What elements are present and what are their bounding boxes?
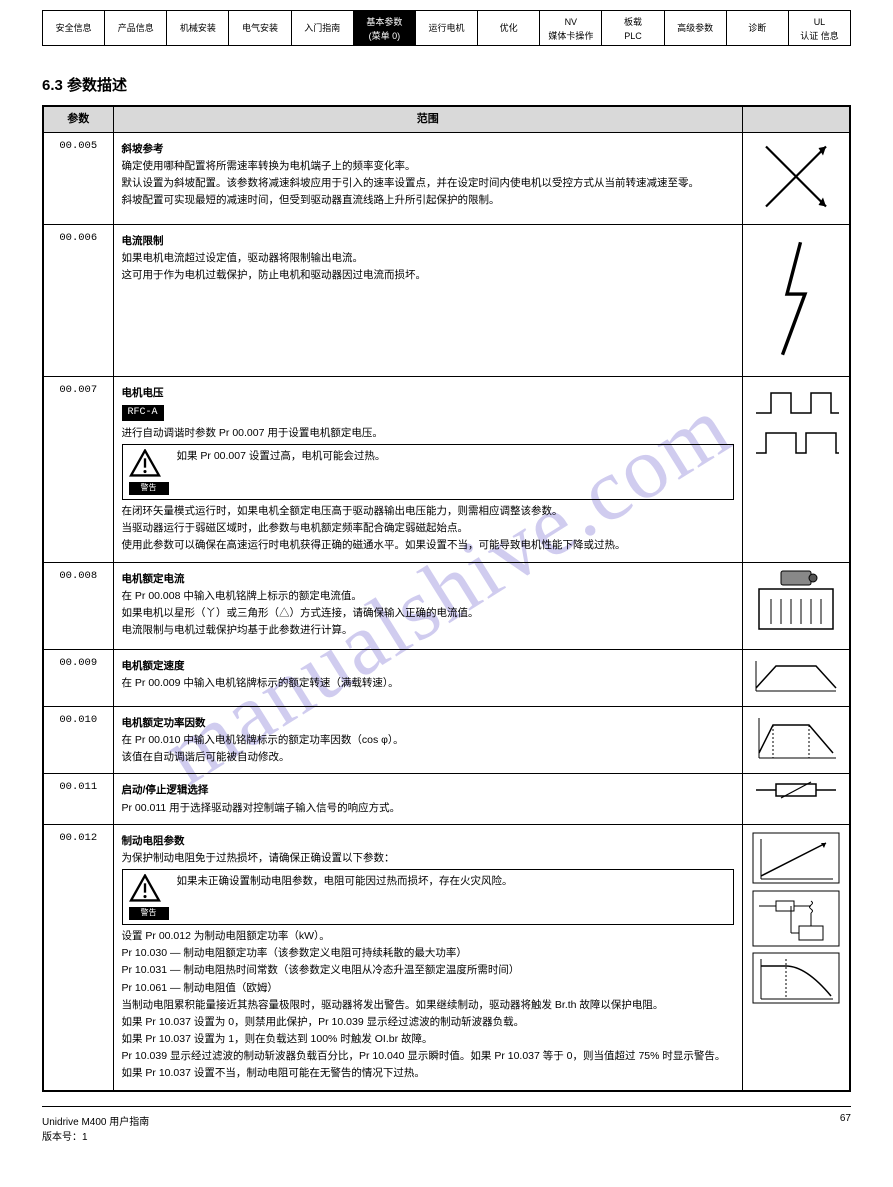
paragraph: 进行自动调谐时参数 Pr 00.007 用于设置电机额定电压。 — [122, 426, 735, 440]
paragraph: 确定使用哪种配置将所需速率转换为电机端子上的频率变化率。 — [122, 159, 735, 173]
param-code: 00.005 — [43, 132, 113, 224]
paragraph: 使用此参数可以确保在高速运行时电机获得正确的磁通水平。如果设置不当，可能导致电机… — [122, 538, 735, 552]
paragraph: 电机电压 — [122, 386, 735, 400]
paragraph: 当驱动器运行于弱磁区域时，此参数与电机额定频率配合确定弱磁起始点。 — [122, 521, 735, 535]
tab-item[interactable]: 诊断 — [727, 11, 789, 45]
table-row: 00.008电机额定电流在 Pr 00.008 中输入电机铭牌上标示的额定电流值… — [43, 562, 850, 649]
table-row: 00.011 启动/停止逻辑选择 Pr 00.011 用于选择驱动器对控制端子输入信… — [43, 774, 850, 824]
paragraph: 斜坡配置可实现最短的减速时间，但受到驱动器直流线路上升所引起保护的限制。 — [122, 193, 735, 207]
param-description: 电机额定速度在 Pr 00.009 中输入电机铭牌标示的额定转速（满载转速）。 — [113, 649, 743, 706]
param-description: 电流限制如果电机电流超过设定值，驱动器将限制输出电流。这可用于作为电机过载保护，… — [113, 225, 743, 377]
param-description: 斜坡参考确定使用哪种配置将所需速率转换为电机端子上的频率变化率。默认设置为斜坡配… — [113, 132, 743, 224]
table-row: 00.012 制动电阻参数为保护制动电阻免于过热损坏，请确保正确设置以下参数： 警告… — [43, 824, 850, 1090]
resistor-icon — [743, 774, 851, 824]
table-row: 00.006电流限制如果电机电流超过设定值，驱动器将限制输出电流。这可用于作为电… — [43, 225, 850, 377]
cross-arrows-icon — [743, 132, 851, 224]
paragraph: 该值在自动调谐后可能被自动修改。 — [122, 750, 735, 764]
paragraph: Pr 00.011 用于选择驱动器对控制端子输入信号的响应方式。 — [122, 801, 735, 815]
tab-item[interactable]: 电气安装 — [229, 11, 291, 45]
paragraph: 如果 Pr 10.037 设置为 1，则在负载达到 100% 时触发 OI.br… — [122, 1032, 735, 1046]
tab-item[interactable]: 机械安装 — [167, 11, 229, 45]
paragraph: 在闭环矢量模式运行时，如果电机全额定电压高于驱动器输出电压能力，则需相应调整该参… — [122, 504, 735, 518]
param-code: 00.007 — [43, 377, 113, 562]
header-icon — [743, 106, 851, 132]
page-container: 安全信息产品信息机械安装电气安装入门指南基本参数(菜单 0)运行电机优化NV媒体… — [0, 10, 893, 1173]
param-code: 00.006 — [43, 225, 113, 377]
param-description: 电机额定电流在 Pr 00.008 中输入电机铭牌上标示的额定电流值。如果电机以… — [113, 562, 743, 649]
tab-item[interactable]: UL认证 信息 — [789, 11, 850, 45]
warning-text: 如果 Pr 00.007 设置过高，电机可能会过热。 — [177, 449, 386, 463]
paragraph: 在 Pr 00.010 中输入电机铭牌标示的额定功率因数（cos φ）。 — [122, 733, 735, 747]
table-header-row: 参数 范围 — [43, 106, 850, 132]
param-code: 00.008 — [43, 562, 113, 649]
tab-item[interactable]: 基本参数(菜单 0) — [354, 11, 416, 45]
param-code: 00.011 — [43, 774, 113, 824]
paragraph: Pr 10.031 — 制动电阻热时间常数（该参数定义电阻从冷态升温至额定温度所… — [122, 963, 735, 977]
tab-item[interactable]: 高级参数 — [665, 11, 727, 45]
footer-page-number: 67 — [840, 1113, 851, 1143]
paragraph: 电机额定功率因数 — [122, 716, 735, 730]
paragraph: 为保护制动电阻免于过热损坏，请确保正确设置以下参数： — [122, 851, 735, 865]
warning-text: 如果未正确设置制动电阻参数，电阻可能因过热而损坏，存在火灾风险。 — [177, 874, 513, 888]
tab-item[interactable]: NV媒体卡操作 — [540, 11, 602, 45]
paragraph: 这可用于作为电机过载保护，防止电机和驱动器因过电流而损坏。 — [122, 268, 735, 282]
header-param: 参数 — [43, 106, 113, 132]
paragraph: 电流限制 — [122, 234, 735, 248]
paragraph: 启动/停止逻辑选择 — [122, 783, 735, 797]
tab-item[interactable]: 产品信息 — [105, 11, 167, 45]
motor-drive-icon — [743, 562, 851, 649]
table-row: 00.005斜坡参考确定使用哪种配置将所需速率转换为电机端子上的频率变化率。默认… — [43, 132, 850, 224]
warning-icon: 警告 — [129, 874, 169, 920]
paragraph: 当制动电阻累积能量接近其热容量极限时，驱动器将发出警告。如果继续制动，驱动器将触… — [122, 998, 735, 1012]
tab-item[interactable]: 运行电机 — [416, 11, 478, 45]
param-code: 00.012 — [43, 824, 113, 1090]
paragraph: 如果电机以星形（丫）或三角形（△）方式连接，请确保输入正确的电流值。 — [122, 606, 735, 620]
composite-icon — [743, 824, 851, 1090]
paragraph: 在 Pr 00.009 中输入电机铭牌标示的额定转速（满载转速）。 — [122, 676, 735, 690]
paragraph: 制动电阻参数 — [122, 834, 735, 848]
table-row: 00.007 电机电压 RFC-A 进行自动调谐时参数 Pr 00.007 用于设置电… — [43, 377, 850, 562]
paragraph: 设置 Pr 00.012 为制动电阻额定功率（kW）。 — [122, 929, 735, 943]
paragraph: Pr 10.039 显示经过滤波的制动斩波器负载百分比，Pr 10.040 显示… — [122, 1049, 735, 1063]
paragraph: Pr 10.030 — 制动电阻额定功率（该参数定义电阻可持续耗散的最大功率） — [122, 946, 735, 960]
table-row: 00.009电机额定速度在 Pr 00.009 中输入电机铭牌标示的额定转速（满… — [43, 649, 850, 706]
tab-item[interactable]: 优化 — [478, 11, 540, 45]
ramp-down-icon — [743, 706, 851, 774]
tab-bar: 安全信息产品信息机械安装电气安装入门指南基本参数(菜单 0)运行电机优化NV媒体… — [42, 10, 851, 46]
paragraph: 斜坡参考 — [122, 142, 735, 156]
ramp-up-icon — [743, 649, 851, 706]
param-description: 电机电压 RFC-A 进行自动调谐时参数 Pr 00.007 用于设置电机额定电压。… — [113, 377, 743, 562]
paragraph: 默认设置为斜坡配置。该参数将减速斜坡应用于引入的速率设置点，并在设定时间内使电机… — [122, 176, 735, 190]
warning-callout: 警告如果未正确设置制动电阻参数，电阻可能因过热而损坏，存在火灾风险。 — [122, 869, 735, 925]
param-description: 电机额定功率因数在 Pr 00.010 中输入电机铭牌标示的额定功率因数（cos… — [113, 706, 743, 774]
paragraph: 如果电机电流超过设定值，驱动器将限制输出电流。 — [122, 251, 735, 265]
param-description: 启动/停止逻辑选择 Pr 00.011 用于选择驱动器对控制端子输入信号的响应方式… — [113, 774, 743, 824]
parameter-table: 参数 范围 00.005斜坡参考确定使用哪种配置将所需速率转换为电机端子上的频率… — [42, 105, 851, 1092]
tab-item[interactable]: 安全信息 — [43, 11, 105, 45]
warning-icon: 警告 — [129, 449, 169, 495]
tab-item[interactable]: 入门指南 — [292, 11, 354, 45]
mode-badge: RFC-A — [122, 405, 164, 421]
tab-item[interactable]: 板载PLC — [602, 11, 664, 45]
paragraph: 如果 Pr 10.037 设置不当，制动电阻可能在无警告的情况下过热。 — [122, 1066, 735, 1080]
param-code: 00.010 — [43, 706, 113, 774]
paragraph: 在 Pr 00.008 中输入电机铭牌上标示的额定电流值。 — [122, 589, 735, 603]
paragraph: 电流限制与电机过载保护均基于此参数进行计算。 — [122, 623, 735, 637]
param-description: 制动电阻参数为保护制动电阻免于过热损坏，请确保正确设置以下参数： 警告如果未正确设… — [113, 824, 743, 1090]
paragraph: Pr 10.061 — 制动电阻值（欧姆） — [122, 981, 735, 995]
paragraph: 电机额定速度 — [122, 659, 735, 673]
footer-doc-title: Unidrive M400 用户指南 版本号：1 — [42, 1113, 149, 1143]
page-footer: Unidrive M400 用户指南 版本号：1 67 — [42, 1106, 851, 1143]
param-code: 00.009 — [43, 649, 113, 706]
section-heading: 6.3 参数描述 — [42, 74, 851, 95]
square-wave-icon — [743, 377, 851, 562]
header-range: 范围 — [113, 106, 743, 132]
table-row: 00.010电机额定功率因数在 Pr 00.010 中输入电机铭牌标示的额定功率… — [43, 706, 850, 774]
lightning-icon — [743, 225, 851, 377]
warning-callout: 警告如果 Pr 00.007 设置过高，电机可能会过热。 — [122, 444, 735, 500]
paragraph: 电机额定电流 — [122, 572, 735, 586]
paragraph: 如果 Pr 10.037 设置为 0，则禁用此保护，Pr 10.039 显示经过… — [122, 1015, 735, 1029]
